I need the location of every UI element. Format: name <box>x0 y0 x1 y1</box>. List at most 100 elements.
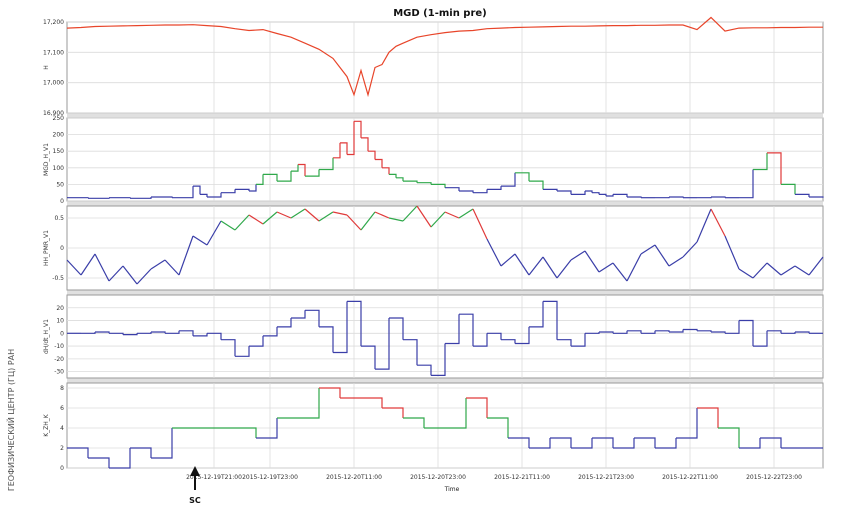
panel-separator <box>67 113 823 118</box>
series-segment <box>88 197 110 199</box>
series-segment <box>221 189 236 194</box>
series-segment <box>557 190 572 195</box>
series-segment <box>374 211 390 219</box>
series-segment <box>501 172 516 187</box>
series-segment <box>318 211 334 222</box>
sc-arrow-head <box>190 466 200 476</box>
panel-frame <box>66 382 824 469</box>
y-tick-label: -10 <box>54 343 64 350</box>
series-segment <box>417 364 432 376</box>
series-segment <box>584 250 600 273</box>
x-tick-label: 2015-12-20T23:00 <box>410 474 466 481</box>
series-segment <box>172 186 194 199</box>
y-axis-label: K_ZH_K <box>43 413 50 437</box>
series-segment <box>80 253 96 276</box>
series-segment <box>571 438 593 449</box>
chart-title: MGD (1-min pre) <box>393 8 487 19</box>
series-segment <box>752 262 768 279</box>
series-segment <box>528 256 544 276</box>
series-segment <box>151 196 173 198</box>
series-segment <box>207 192 222 198</box>
y-axis-label: H <box>43 65 50 70</box>
y-tick-label: 17,200 <box>43 19 64 26</box>
side-caption: ГЕОФИЗИЧЕСКИЙ ЦЕНТР (ГЦ) РАН <box>5 349 16 491</box>
y-axis-label: dH/dt_H_V1 <box>43 319 50 354</box>
series-segment <box>333 301 348 354</box>
series-segment <box>347 121 355 156</box>
panel-5: 8 6 4 2 0 K_ZH_K <box>43 382 824 472</box>
series-segment <box>529 301 544 328</box>
series-segment <box>256 418 278 439</box>
series-segment <box>613 330 628 334</box>
y-tick-label: 0 <box>60 330 64 337</box>
series-segment <box>388 217 404 222</box>
series-segment <box>556 259 572 279</box>
series-segment <box>724 235 740 270</box>
y-tick-label: 17,100 <box>43 49 64 56</box>
series-segment <box>109 448 131 469</box>
series-segment <box>235 427 257 438</box>
series-segment <box>192 235 208 246</box>
series-segment <box>368 150 376 160</box>
series-segment <box>150 259 166 270</box>
series-segment <box>361 397 383 408</box>
x-tick-label: 2015-12-21T11:00 <box>494 474 550 481</box>
series-segment <box>669 196 684 198</box>
series-segment <box>346 214 362 231</box>
y-tick-label: 50 <box>56 181 64 188</box>
series-segment <box>360 211 376 231</box>
series-segment <box>178 235 194 276</box>
series-segment <box>738 268 754 279</box>
series-segment <box>403 417 425 428</box>
series-segment <box>66 259 82 276</box>
series-segment <box>375 158 383 168</box>
series-segment <box>529 180 544 190</box>
panels-container: 17,20017,10017,00016,900H250200150100500… <box>43 16 824 472</box>
series-segment <box>459 313 474 347</box>
x-axis-ticks: 2015-12-19T21:00 2015-12-19T23:00 2015-12-… <box>186 474 802 481</box>
series-segment <box>739 438 761 449</box>
y-tick-label: 10 <box>56 318 64 325</box>
series-segment <box>473 333 488 347</box>
series-segment <box>389 173 397 178</box>
series-segment <box>612 262 628 282</box>
series-segment <box>634 437 656 448</box>
panel-separator <box>67 290 823 295</box>
series-line-h <box>66 16 823 98</box>
y-tick-label: 16,900 <box>43 110 64 117</box>
series-segment <box>500 253 516 267</box>
series-segment <box>794 265 810 276</box>
series-segment <box>221 339 236 357</box>
series-segment <box>780 265 796 276</box>
series-segment <box>766 262 782 276</box>
series-segment <box>319 157 334 171</box>
series-segment <box>571 333 586 347</box>
series-segment <box>640 244 656 255</box>
panel-separator <box>67 201 823 206</box>
sc-annotation-label: SC <box>189 496 201 505</box>
series-segment <box>305 169 320 177</box>
x-tick-label: 2015-12-20T11:00 <box>326 474 382 481</box>
series-segment <box>276 211 292 219</box>
series-segment <box>739 319 754 347</box>
series-segment <box>206 220 222 246</box>
series-segment <box>207 332 222 340</box>
series-segment <box>739 169 754 199</box>
series-segment <box>220 220 236 231</box>
x-tick-label: 2015-12-22T23:00 <box>746 474 802 481</box>
series-segment <box>361 137 369 152</box>
series-segment <box>542 256 558 279</box>
series-segment <box>304 208 320 222</box>
y-tick-label: 8 <box>60 385 64 392</box>
series-segment <box>291 164 299 172</box>
series-segment <box>165 330 180 334</box>
series-segment <box>431 183 446 188</box>
series-segment <box>445 314 460 345</box>
y-tick-label: 0.5 <box>54 215 64 222</box>
series-segment <box>711 196 726 198</box>
series-segment <box>416 205 432 228</box>
series-segment <box>291 310 306 319</box>
series-segment <box>94 253 110 282</box>
series-segment <box>710 208 726 237</box>
series-segment <box>445 398 467 429</box>
